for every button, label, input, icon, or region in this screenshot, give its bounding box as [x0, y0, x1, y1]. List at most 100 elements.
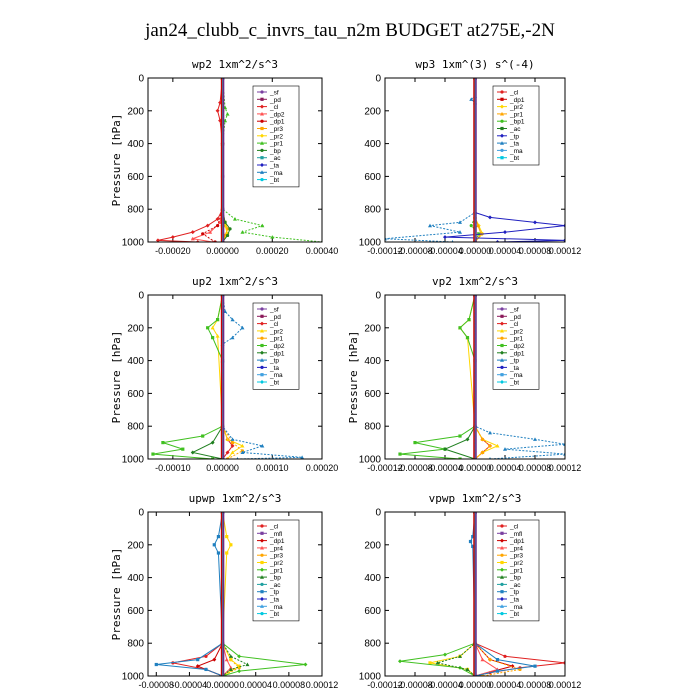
legend-entry: _pr2	[509, 560, 523, 567]
legend-marker	[500, 141, 504, 145]
x-tick-label: 0.00000	[459, 463, 492, 473]
data-point	[469, 224, 473, 228]
series-line-bp	[437, 512, 476, 676]
data-point	[413, 441, 417, 445]
data-point	[465, 437, 470, 442]
legend-entry: _ta	[269, 365, 279, 372]
data-point	[210, 325, 215, 330]
series-line-dp2	[399, 295, 476, 459]
legend-entry: _bt	[269, 380, 279, 387]
legend-marker	[500, 90, 504, 94]
data-point	[204, 654, 208, 658]
legend-entry: _dp2	[269, 343, 285, 350]
legend-marker	[260, 104, 264, 109]
data-point	[471, 544, 475, 549]
legend-marker	[260, 307, 264, 311]
legend-marker	[500, 148, 504, 152]
legend-marker	[260, 336, 264, 340]
legend-marker	[260, 524, 264, 528]
series-line-pr1	[222, 295, 244, 459]
legend-entry: _bp	[509, 575, 521, 582]
legend-entry: _pr2	[509, 328, 523, 335]
legend-marker	[500, 531, 504, 535]
legend-marker	[500, 97, 504, 101]
data-point	[181, 447, 185, 451]
legend-marker	[260, 126, 264, 131]
data-point	[458, 230, 462, 234]
legend-entry: _pr1	[509, 336, 523, 343]
data-point	[224, 657, 229, 662]
legend-marker	[260, 90, 264, 94]
legend-marker	[500, 538, 504, 543]
data-point	[161, 441, 165, 445]
y-tick-label: 1000	[359, 672, 382, 683]
legend-entry: _bp1	[509, 119, 525, 126]
legend-marker	[500, 365, 504, 369]
data-point	[228, 667, 233, 672]
data-point	[458, 220, 462, 224]
data-point	[190, 230, 195, 235]
data-point	[467, 318, 471, 322]
x-tick-label: 0.00012	[549, 680, 582, 690]
legend-entry: _tp	[509, 133, 519, 140]
data-point	[205, 223, 210, 228]
legend-entry: _mfl	[509, 531, 523, 538]
legend-entry: _ma	[269, 170, 283, 177]
budget-panel-2: wp3 1xm^(3) s^(-4)02004006008001000-0.00…	[359, 58, 582, 256]
data-point	[488, 658, 492, 662]
legend-marker	[500, 350, 504, 355]
legend-marker	[500, 582, 504, 587]
data-point	[469, 97, 474, 101]
x-tick-label: 0.00004	[489, 246, 522, 256]
x-tick-label: 0.00010	[256, 463, 289, 473]
legend-marker	[500, 307, 504, 311]
series-group	[398, 295, 565, 459]
legend-entry: _dp2	[269, 111, 285, 118]
legend-entry: _ta	[269, 163, 279, 170]
plot-frame	[384, 294, 566, 460]
data-point	[212, 543, 216, 547]
budget-panel-3: up2 1xm^2/s^3 Pressure [hPa] 0 200 400 600 800…	[110, 275, 338, 473]
x-tick-label: -0.00004	[172, 680, 208, 690]
data-point	[260, 223, 265, 228]
x-tick-label: 0.00012	[549, 246, 582, 256]
y-tick-label: 400	[364, 573, 381, 584]
legend-marker	[500, 567, 504, 572]
data-point	[468, 539, 473, 544]
y-axis-label: Pressure [hPa]	[110, 331, 123, 424]
data-point	[473, 240, 477, 242]
data-point	[480, 450, 485, 455]
legend-entry: _sf	[509, 307, 519, 314]
legend-marker	[260, 119, 264, 123]
series-line-cl	[474, 295, 491, 459]
legend-marker	[260, 133, 264, 138]
legend-entry: _pr1	[269, 336, 283, 343]
data-point	[154, 662, 158, 667]
data-point	[503, 230, 507, 235]
legend-marker	[260, 156, 264, 160]
data-point	[230, 437, 235, 441]
y-tick-label: 1000	[122, 455, 145, 466]
legend-entry: _pr3	[269, 553, 283, 560]
y-tick-label: 200	[127, 323, 144, 334]
data-point	[211, 457, 215, 459]
series-line-pr3	[474, 512, 521, 676]
series-group	[151, 295, 305, 459]
x-tick-label: -0.00012	[367, 246, 403, 256]
y-tick-label: 400	[127, 139, 144, 150]
legend-entry: _dp1	[509, 538, 525, 545]
data-point	[201, 434, 205, 438]
budget-panel-5: upwp 1xm^2/s^3 Pressure [hPa] 0 200 400 600 80…	[110, 492, 338, 690]
panel-title: vp2 1xm^2/s^3	[432, 275, 518, 288]
x-tick-label: 0.00020	[256, 246, 289, 256]
data-point	[458, 654, 462, 658]
y-tick-label: 0	[138, 291, 144, 302]
legend-entry: _bt	[269, 177, 279, 184]
y-tick-label: 1000	[359, 455, 382, 466]
legend-marker	[260, 111, 264, 116]
legend-entry: _pr2	[269, 133, 283, 140]
x-tick-label: -0.00004	[427, 246, 463, 256]
legend-entry: _cl	[509, 321, 519, 328]
data-point	[237, 669, 242, 674]
y-tick-label: 600	[364, 606, 381, 617]
